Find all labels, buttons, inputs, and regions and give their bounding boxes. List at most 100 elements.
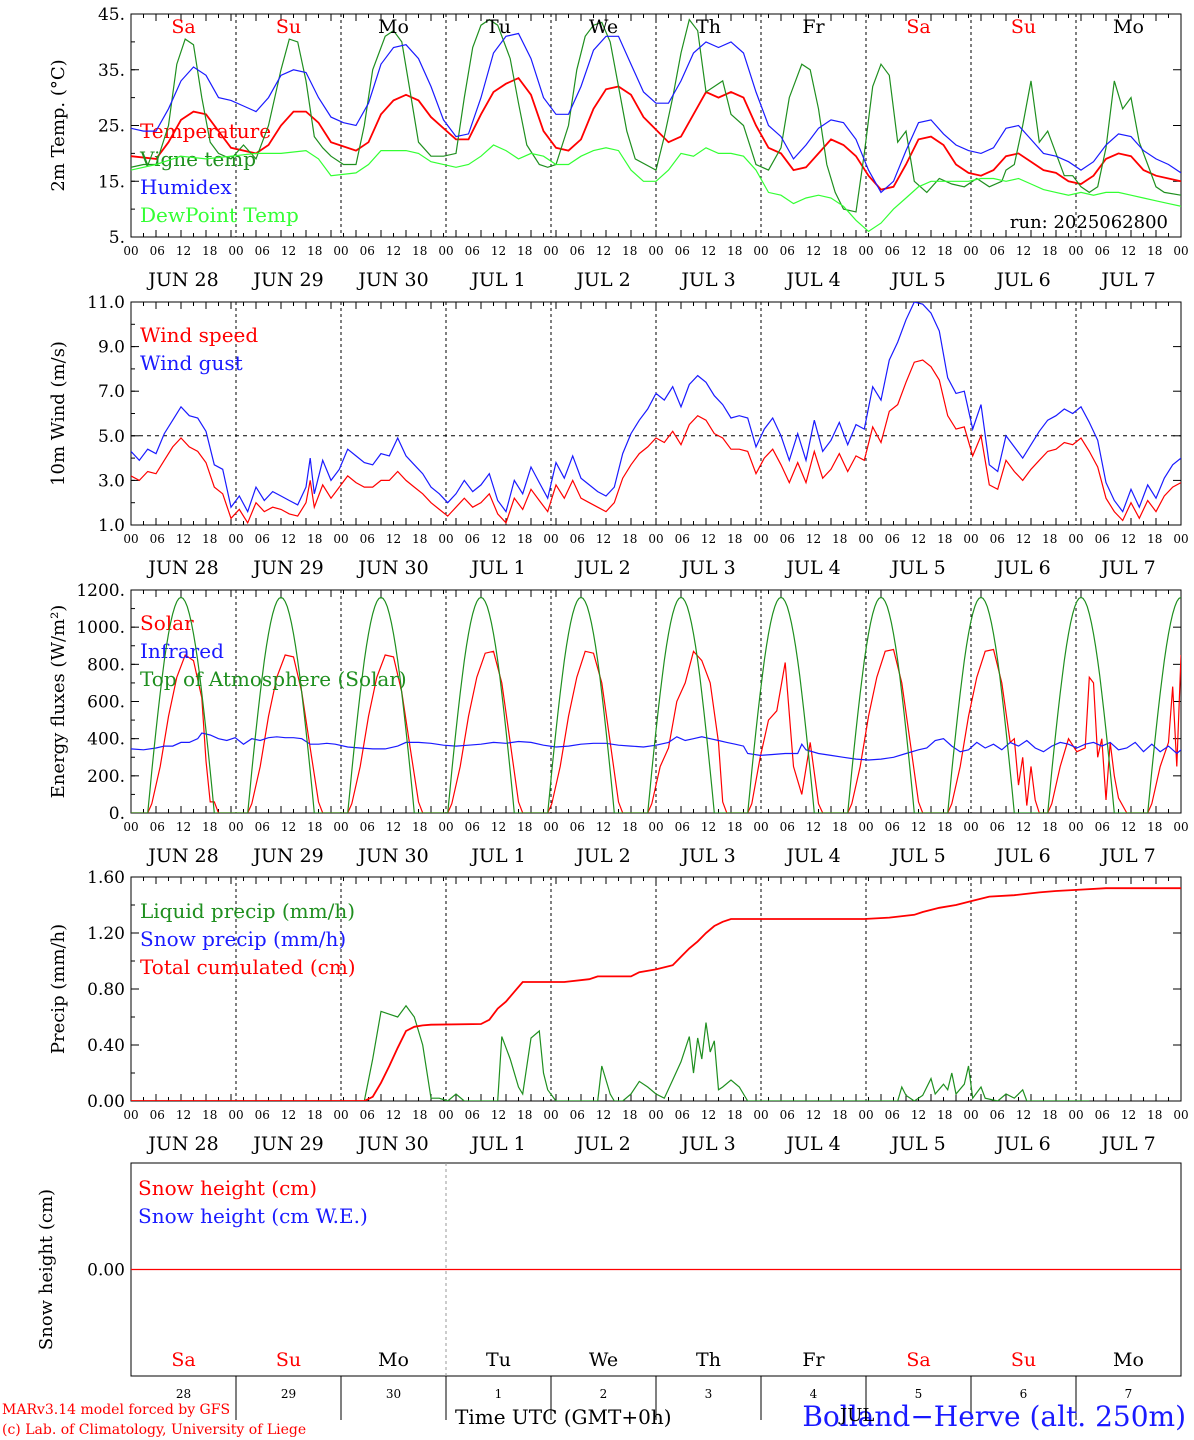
hour-tick-label: 00 <box>1068 1108 1083 1122</box>
hour-tick-label: 06 <box>360 1108 375 1122</box>
hour-tick-label: 12 <box>1121 244 1136 258</box>
hour-tick-label: 12 <box>491 532 506 546</box>
hour-tick-label: 18 <box>1042 244 1057 258</box>
hour-tick-label: 00 <box>543 1108 558 1122</box>
hour-tick-label: 18 <box>202 820 217 834</box>
legend-entry: Top of Atmosphere (Solar) <box>140 667 407 691</box>
hour-tick-label: 06 <box>255 1108 270 1122</box>
hour-tick-label: 06 <box>675 532 690 546</box>
hour-tick-label: 12 <box>386 820 401 834</box>
y-tick-label: 5. <box>109 228 125 248</box>
hour-tick-label: 06 <box>990 532 1005 546</box>
hour-tick-label: 06 <box>255 244 270 258</box>
y-axis-label: Energy fluxes (W/m²) <box>48 605 69 799</box>
hour-tick-label: 18 <box>307 244 322 258</box>
panel-1: 00 06 12 18 00 06 12 18 00 06 12 18 00 06 12 18 00 06 12 18… <box>48 5 1189 291</box>
y-tick-label: 0.00 <box>87 1092 125 1112</box>
hour-tick-label: 00 <box>1068 532 1083 546</box>
date-label: JUN 30 <box>356 557 428 579</box>
hour-tick-label: 06 <box>675 820 690 834</box>
hour-tick-label: 00 <box>1173 532 1188 546</box>
legend-entry: Snow precip (mm/h) <box>140 927 346 951</box>
weekday-label: We <box>589 16 618 38</box>
hour-tick-label: 18 <box>307 532 322 546</box>
hour-tick-label: 18 <box>622 1108 637 1122</box>
hour-tick-label: 00 <box>333 820 348 834</box>
date-label: JUL 2 <box>574 1133 630 1155</box>
series-line-1 <box>131 648 1181 813</box>
hour-tick-label: 18 <box>517 244 532 258</box>
weekday-label: Mo <box>1113 1349 1144 1371</box>
hour-tick-label: 12 <box>491 1108 506 1122</box>
hour-tick-label: 18 <box>517 820 532 834</box>
y-tick-label: 0.40 <box>87 1036 125 1056</box>
hour-tick-label: 06 <box>1095 532 1110 546</box>
legend-entry: Humidex <box>140 175 232 199</box>
hour-tick-label: 00 <box>858 1108 873 1122</box>
date-label: JUL 4 <box>784 269 840 291</box>
hour-tick-label: 12 <box>911 820 926 834</box>
hour-tick-label: 18 <box>832 820 847 834</box>
hour-tick-label: 18 <box>937 1108 952 1122</box>
y-tick-label: 1.60 <box>87 868 125 888</box>
y-axis-label: Precip (mm/h) <box>48 924 69 1054</box>
hour-tick-label: 06 <box>255 820 270 834</box>
hour-tick-label: 12 <box>176 1108 191 1122</box>
y-tick-label: 1000. <box>76 618 125 638</box>
hour-tick-label: 06 <box>150 244 165 258</box>
hour-tick-label: 00 <box>123 244 138 258</box>
hour-tick-label: 06 <box>990 244 1005 258</box>
hour-tick-label: 06 <box>780 532 795 546</box>
hour-tick-label: 12 <box>176 532 191 546</box>
hour-tick-label: 00 <box>753 244 768 258</box>
hour-tick-label: 06 <box>255 532 270 546</box>
date-label: JUL 6 <box>994 557 1050 579</box>
hour-tick-label: 06 <box>570 532 585 546</box>
panel-2: 00 06 12 18 00 06 12 18 00 06 12 18 00 06 12 18 00 06 12 18… <box>48 293 1189 579</box>
hour-tick-label: 18 <box>517 1108 532 1122</box>
y-axis-label: 2m Temp. (°C) <box>48 59 69 191</box>
y-tick-label: 400. <box>87 730 125 750</box>
date-label: JUN 29 <box>251 269 323 291</box>
date-label: JUL 7 <box>1099 557 1155 579</box>
hour-tick-label: 00 <box>753 820 768 834</box>
hour-tick-label: 18 <box>622 820 637 834</box>
date-label: JUL 3 <box>679 1133 735 1155</box>
hour-tick-label: 06 <box>990 820 1005 834</box>
date-label: JUL 7 <box>1099 269 1155 291</box>
hour-tick-label: 00 <box>543 532 558 546</box>
y-tick-label: 15. <box>98 172 125 192</box>
hour-tick-label: 12 <box>1016 532 1031 546</box>
panel-frame <box>130 589 1182 814</box>
hour-tick-label: 00 <box>438 244 453 258</box>
hour-tick-label: 18 <box>937 532 952 546</box>
weekday-label: Tu <box>486 16 511 38</box>
weekday-label: Tu <box>486 1349 511 1371</box>
day-number-label: 1 <box>495 1387 503 1401</box>
hour-tick-label: 18 <box>202 244 217 258</box>
hour-tick-label: 18 <box>1042 532 1057 546</box>
hour-tick-label: 06 <box>1095 1108 1110 1122</box>
station-name: Bolland−Herve (alt. 250m) <box>802 1400 1186 1433</box>
date-label: JUL 1 <box>469 1133 525 1155</box>
hour-tick-label: 12 <box>1121 532 1136 546</box>
hour-tick-label: 18 <box>412 532 427 546</box>
date-label: JUN 30 <box>356 1133 428 1155</box>
date-label: JUL 3 <box>679 269 735 291</box>
series-line-3 <box>131 887 1181 1101</box>
hour-tick-label: 00 <box>438 532 453 546</box>
day-number-label: 7 <box>1125 1387 1133 1401</box>
hour-tick-label: 18 <box>727 820 742 834</box>
hour-tick-label: 18 <box>202 1108 217 1122</box>
hour-tick-label: 12 <box>491 820 506 834</box>
series-line-2 <box>131 18 1181 213</box>
date-label: JUL 1 <box>469 845 525 867</box>
date-label: JUL 4 <box>784 1133 840 1155</box>
hour-tick-label: 00 <box>753 532 768 546</box>
hour-tick-label: 00 <box>123 532 138 546</box>
hour-tick-label: 06 <box>675 1108 690 1122</box>
date-label: JUL 6 <box>994 1133 1050 1155</box>
hour-tick-label: 12 <box>911 244 926 258</box>
y-tick-label: 1.20 <box>87 924 125 944</box>
weekday-label: Fr <box>802 1349 825 1371</box>
